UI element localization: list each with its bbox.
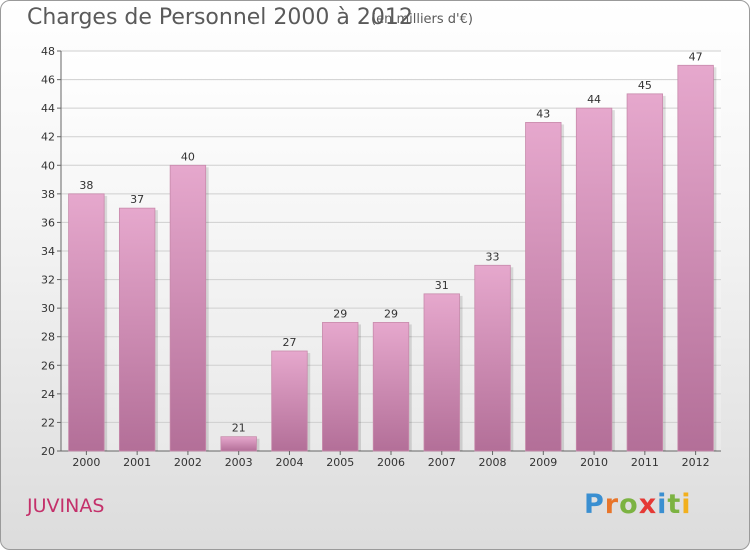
y-tick-label: 38 — [41, 188, 55, 201]
x-tick-label: 2009 — [529, 456, 557, 469]
data-label: 27 — [282, 336, 296, 349]
y-tick-label: 46 — [41, 74, 55, 87]
data-label: 47 — [689, 50, 703, 63]
y-tick-label: 44 — [41, 102, 55, 115]
logo-letter: t — [667, 489, 682, 520]
x-tick-label: 2002 — [174, 456, 202, 469]
y-tick-label: 42 — [41, 131, 55, 144]
x-tick-label: 2001 — [123, 456, 151, 469]
y-tick-label: 36 — [41, 216, 55, 229]
logo-letter: x — [638, 489, 658, 520]
data-label: 21 — [232, 422, 246, 435]
data-label: 40 — [181, 150, 195, 163]
x-tick-label: 2008 — [479, 456, 507, 469]
bar — [423, 293, 460, 452]
bar — [220, 436, 257, 452]
data-label: 33 — [486, 250, 500, 263]
bar — [68, 193, 105, 452]
bar — [372, 322, 410, 452]
x-tick-label: 2005 — [326, 456, 354, 469]
logo-letter: r — [604, 489, 620, 520]
y-tick-label: 48 — [41, 45, 55, 58]
data-label: 44 — [587, 93, 601, 106]
y-tick-label: 32 — [41, 274, 55, 287]
chart-subtitle: (en milliers d'€) — [371, 12, 473, 27]
logo-letter: o — [619, 489, 639, 520]
x-tick-label: 2010 — [580, 456, 608, 469]
commune-name: JUVINAS — [27, 495, 105, 517]
bar — [474, 264, 511, 452]
x-tick-label: 2004 — [275, 456, 303, 469]
bar — [575, 107, 613, 452]
bar — [169, 164, 207, 452]
logo-letter: i — [657, 489, 668, 520]
chart-title: Charges de Personnel 2000 à 2012 — [27, 5, 413, 30]
bar — [525, 122, 562, 452]
bar — [118, 207, 156, 452]
y-tick-label: 28 — [41, 331, 55, 344]
bar — [271, 350, 308, 452]
x-tick-label: 2003 — [225, 456, 253, 469]
bar — [626, 93, 664, 452]
data-label: 31 — [435, 279, 449, 292]
y-tick-label: 30 — [41, 302, 55, 315]
x-tick-label: 2011 — [631, 456, 659, 469]
y-tick-label: 20 — [41, 445, 55, 458]
y-tick-label: 24 — [41, 388, 55, 401]
data-label: 43 — [536, 107, 550, 120]
x-tick-label: 2006 — [377, 456, 405, 469]
y-tick-label: 34 — [41, 245, 55, 258]
y-tick-label: 40 — [41, 159, 55, 172]
data-label: 29 — [333, 307, 347, 320]
logo-letter: i — [681, 489, 692, 520]
x-tick-label: 2000 — [72, 456, 100, 469]
bar — [677, 64, 714, 452]
logo-letter: P — [584, 489, 605, 520]
x-tick-label: 2007 — [428, 456, 456, 469]
data-label: 38 — [79, 179, 93, 192]
data-label: 37 — [130, 193, 144, 206]
data-label: 45 — [638, 79, 652, 92]
data-label: 29 — [384, 307, 398, 320]
proxiti-logo[interactable]: Proxiti — [584, 489, 692, 520]
x-tick-label: 2012 — [682, 456, 710, 469]
bar — [322, 322, 359, 452]
y-tick-label: 26 — [41, 359, 55, 372]
y-tick-label: 22 — [41, 416, 55, 429]
